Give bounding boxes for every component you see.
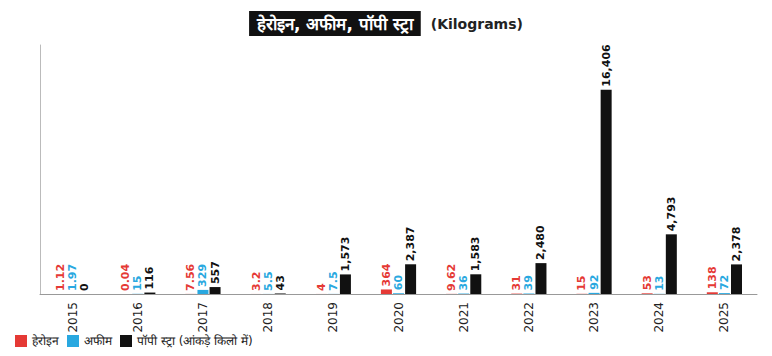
- svg-text:39: 39: [522, 275, 535, 290]
- svg-text:15: 15: [131, 276, 144, 291]
- svg-text:0: 0: [78, 283, 91, 291]
- svg-text:5.5: 5.5: [262, 271, 275, 291]
- svg-text:116: 116: [143, 266, 156, 289]
- svg-text:92: 92: [588, 275, 601, 290]
- svg-text:2020: 2020: [392, 302, 406, 333]
- svg-text:पॉपी स्ट्रा (आंकड़े किलो में): पॉपी स्ट्रा (आंकड़े किलो में): [137, 334, 253, 348]
- svg-text:7.56: 7.56: [184, 263, 197, 290]
- svg-text:2,387: 2,387: [404, 226, 417, 261]
- svg-text:36: 36: [457, 275, 470, 291]
- svg-text:2018: 2018: [261, 302, 275, 333]
- svg-text:2017: 2017: [196, 302, 210, 333]
- svg-text:1.97: 1.97: [66, 264, 79, 291]
- svg-text:2019: 2019: [326, 302, 340, 333]
- svg-text:3.2: 3.2: [250, 271, 263, 291]
- svg-text:2021: 2021: [457, 302, 471, 333]
- svg-text:7.5: 7.5: [327, 271, 340, 291]
- svg-text:2023: 2023: [587, 302, 601, 333]
- svg-text:2015: 2015: [66, 302, 80, 333]
- svg-text:16,406: 16,406: [600, 44, 613, 87]
- svg-text:60: 60: [392, 275, 405, 291]
- svg-text:(Kilograms): (Kilograms): [431, 16, 523, 32]
- svg-text:1,573: 1,573: [339, 237, 352, 272]
- svg-text:1.12: 1.12: [54, 264, 67, 291]
- svg-text:13: 13: [653, 276, 666, 291]
- svg-text:2,378: 2,378: [730, 227, 743, 262]
- svg-text:557: 557: [209, 261, 222, 284]
- svg-text:53: 53: [641, 275, 654, 290]
- svg-text:4: 4: [315, 283, 328, 291]
- svg-text:72: 72: [718, 275, 731, 290]
- svg-text:2,480: 2,480: [534, 225, 547, 260]
- svg-text:15: 15: [575, 276, 588, 291]
- svg-text:329: 329: [196, 264, 209, 287]
- svg-text:1,583: 1,583: [469, 236, 482, 271]
- svg-text:4,793: 4,793: [665, 197, 678, 232]
- svg-text:2022: 2022: [522, 302, 536, 333]
- svg-text:43: 43: [274, 275, 287, 290]
- svg-text:2024: 2024: [652, 302, 666, 333]
- svg-text:हेरोइन, अफीम, पॉपी स्ट्रा: हेरोइन, अफीम, पॉपी स्ट्रा: [256, 14, 414, 34]
- svg-text:0.04: 0.04: [119, 264, 132, 291]
- svg-text:हेरोइन: हेरोइन: [32, 334, 59, 348]
- svg-text:364: 364: [380, 263, 393, 286]
- svg-text:2025: 2025: [717, 302, 731, 333]
- svg-text:2016: 2016: [131, 302, 145, 333]
- svg-text:अफीम: अफीम: [84, 334, 113, 348]
- svg-text:31: 31: [510, 275, 523, 290]
- svg-text:138: 138: [706, 266, 719, 289]
- svg-text:9.62: 9.62: [445, 264, 458, 291]
